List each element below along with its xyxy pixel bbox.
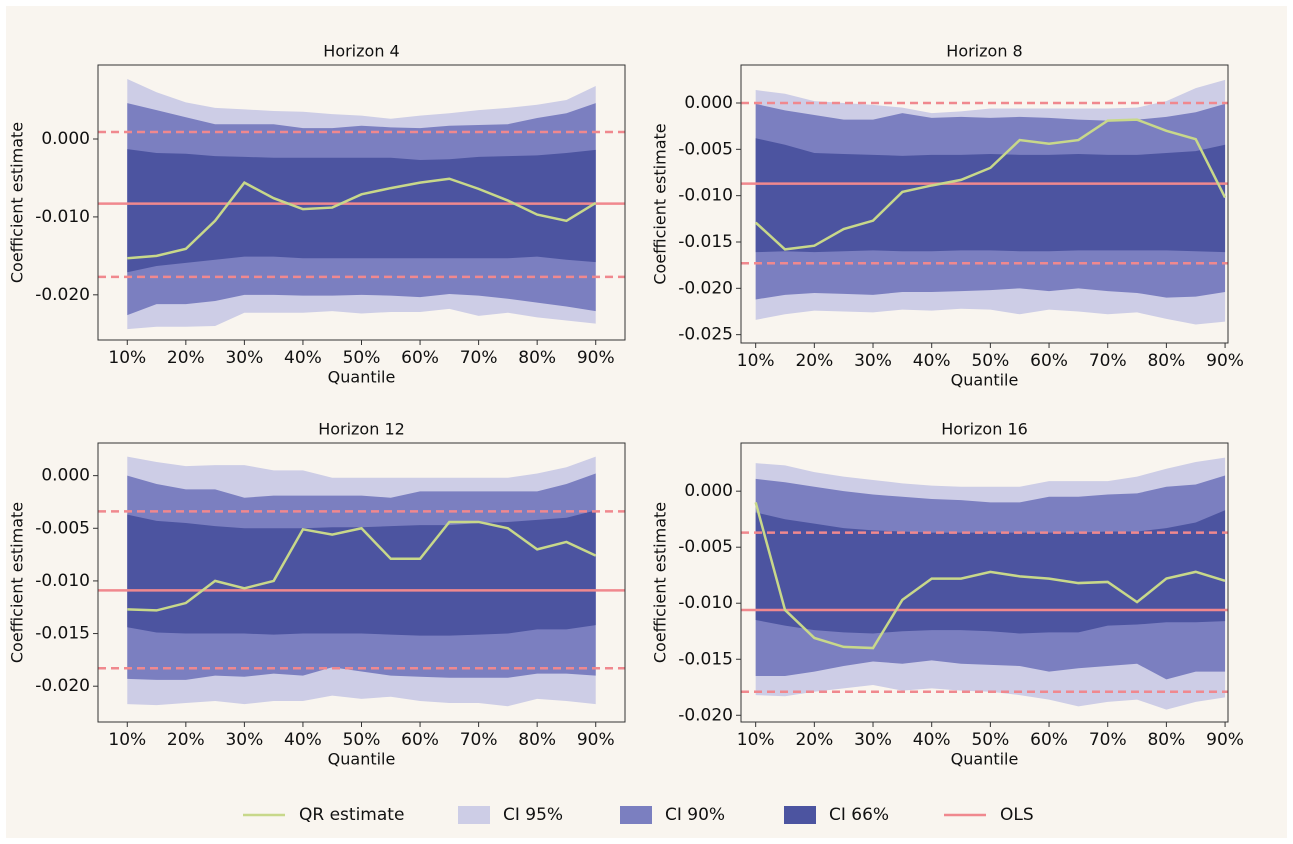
x-tick-label: 60% [401,730,439,750]
legend-label: OLS [1000,805,1034,825]
x-tick-label: 20% [167,730,205,750]
qr-line [127,520,597,612]
x-tick-label: 30% [854,730,892,750]
y-tick-label: -0.010 [678,593,733,613]
y-axis-label: Coefficient estimate [651,123,670,284]
x-tick-label: 40% [913,730,951,750]
y-tick-label: -0.025 [678,325,733,345]
x-tick-label: 70% [1089,351,1127,371]
y-tick-label: -0.015 [678,649,733,669]
x-tick-label: 90% [1206,351,1244,371]
ci-band [127,510,596,636]
x-tick-label: 70% [1089,730,1127,750]
x-tick-label: 80% [1147,351,1185,371]
legend-swatch [458,806,490,824]
y-tick-label: -0.015 [35,624,90,644]
x-tick-label: 60% [1030,730,1068,750]
x-tick-label: 10% [737,730,775,750]
x-tick-label: 50% [971,351,1009,371]
y-axis-label: Coefficient estimate [8,502,27,663]
x-tick-label: 80% [518,348,556,368]
x-tick-label: 50% [971,730,1009,750]
legend-label: QR estimate [299,805,404,825]
ci-band [127,149,596,273]
x-tick-label: 30% [225,730,263,750]
x-tick-label: 40% [284,730,322,750]
x-tick-label: 80% [518,730,556,750]
chart-title: Horizon 4 [323,42,399,61]
x-tick-label: 30% [854,351,892,371]
y-axis-label: Coefficient estimate [8,122,27,283]
x-tick-label: 70% [460,730,498,750]
y-tick-label: -0.005 [35,518,90,538]
x-tick-label: 60% [401,348,439,368]
x-axis-label: Quantile [328,750,396,769]
x-tick-label: 90% [1206,730,1244,750]
y-tick-label: 0.000 [41,129,90,149]
legend-swatch [620,806,652,824]
ci-band [755,138,1226,253]
qr-line [754,502,1226,650]
x-tick-label: 10% [737,351,775,371]
legend-label: CI 95% [503,805,563,825]
y-tick-label: -0.020 [678,705,733,725]
y-tick-label: 0.000 [684,481,733,501]
x-tick-label: 90% [577,730,615,750]
x-tick-label: 80% [1147,730,1185,750]
y-tick-label: 0.000 [41,466,90,486]
x-tick-label: 30% [225,348,263,368]
chart-title: Horizon 8 [946,42,1022,61]
qr-line [127,177,597,260]
x-tick-label: 50% [343,348,381,368]
y-tick-label: -0.005 [678,139,733,159]
plot-frame [740,442,1229,723]
x-tick-label: 90% [577,348,615,368]
y-tick-label: -0.020 [35,285,90,305]
y-tick-label: -0.015 [678,232,733,252]
chart-title: Horizon 12 [318,420,405,439]
chart-title: Horizon 16 [941,420,1028,439]
x-tick-label: 50% [343,730,381,750]
x-tick-label: 20% [795,351,833,371]
plot-frame [740,64,1229,344]
y-axis-label: Coefficient estimate [651,502,670,663]
x-tick-label: 20% [795,730,833,750]
legend-label: CI 90% [665,805,725,825]
y-tick-label: -0.010 [35,571,90,591]
x-tick-label: 40% [913,351,951,371]
x-axis-label: Quantile [951,750,1019,769]
y-tick-label: 0.000 [684,93,733,113]
x-axis-label: Quantile [951,371,1019,390]
y-tick-label: -0.005 [678,537,733,557]
x-tick-label: 10% [108,730,146,750]
legend-swatch [784,806,816,824]
x-tick-label: 20% [167,348,205,368]
x-tick-label: 10% [108,348,146,368]
legend-label: CI 66% [829,805,889,825]
y-tick-label: -0.010 [35,207,90,227]
y-tick-label: -0.020 [35,676,90,696]
qr-line [754,118,1227,251]
y-tick-label: -0.010 [678,186,733,206]
x-tick-label: 60% [1030,351,1068,371]
x-axis-label: Quantile [328,368,396,387]
x-tick-label: 70% [460,348,498,368]
x-tick-label: 40% [284,348,322,368]
y-tick-label: -0.020 [678,278,733,298]
